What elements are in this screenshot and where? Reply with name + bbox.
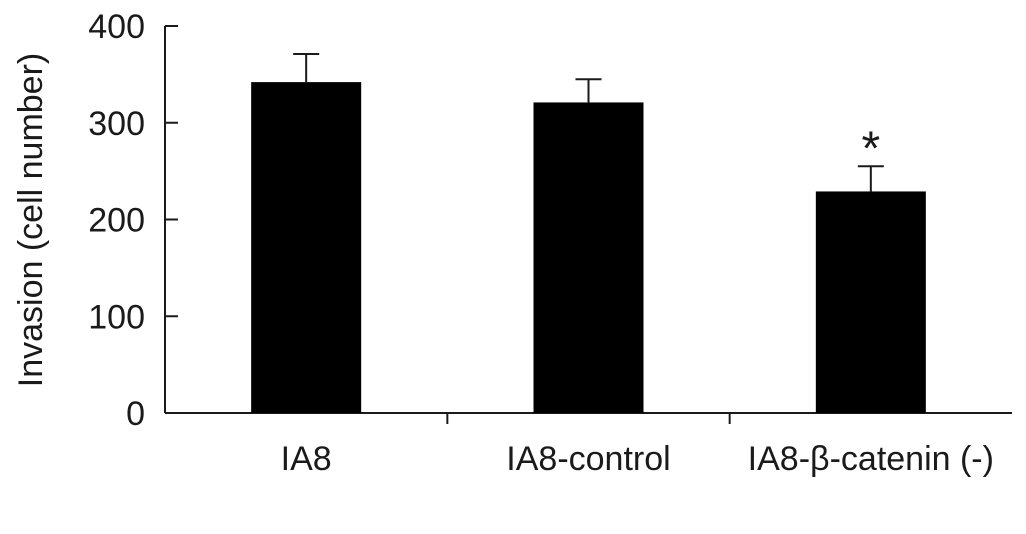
x-category-label: IA8-β-catenin (-) [748, 440, 994, 478]
y-axis-label: Invasion (cell number) [12, 53, 50, 387]
y-tick-label: 200 [88, 202, 145, 240]
y-tick-label: 400 [88, 8, 145, 46]
y-tick-label: 100 [88, 298, 145, 336]
significance-marker: * [861, 122, 880, 175]
y-tick-label: 0 [126, 395, 145, 433]
bar [251, 82, 362, 414]
bar [815, 191, 926, 413]
plot-area: 0 100 200 300 400 IA8 IA8-control IA8-β-catenin… [88, 8, 1012, 478]
x-category-label: IA8-control [506, 440, 670, 478]
x-category-label: IA8 [281, 440, 332, 478]
bar [533, 102, 644, 414]
y-tick-label: 300 [88, 105, 145, 143]
